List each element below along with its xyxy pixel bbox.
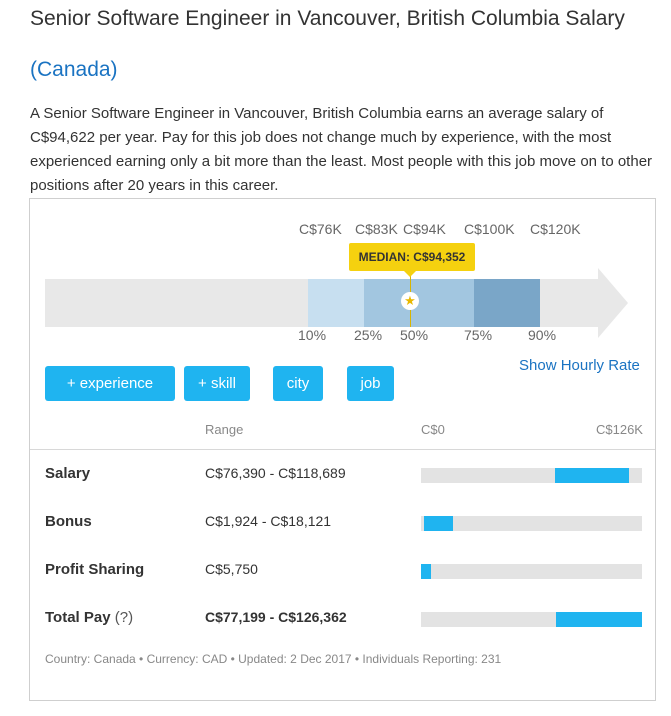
tick-top-label: C$120K [530,221,581,237]
profit-sharing-range: C$5,750 [205,561,258,577]
distribution-arrow-head [598,268,628,338]
range-header: Range [205,422,244,437]
salary-range-bar [421,468,642,483]
bonus-range-fill [424,516,453,531]
segment-25-75 [364,279,474,327]
total-pay-label-text: Total Pay [45,609,111,626]
percentile-label: 90% [528,327,557,343]
tick-top-label: C$83K [355,221,398,237]
pay-distribution: C$76K C$83K C$94K C$100K C$120K ★ MEDIAN… [30,199,655,449]
total-pay-help-link[interactable]: (?) [114,609,134,626]
page-title: Senior Software Engineer in Vancouver, B… [30,7,625,30]
report-footer: Country: Canada • Currency: CAD • Update… [45,652,502,666]
bonus-label: Bonus [45,513,92,530]
profit-sharing-range-fill [421,564,432,579]
city-button[interactable]: city [273,366,323,401]
percentile-label: 10% [298,327,327,343]
salary-description: A Senior Software Engineer in Vancouver,… [30,105,653,194]
percentile-label: 75% [464,327,493,343]
tick-top-label: C$76K [299,221,342,237]
salary-range-fill [554,468,630,483]
total-pay-range-bar [421,612,642,627]
total-pay-range-fill [556,612,642,627]
bonus-range: C$1,924 - C$18,121 [205,513,332,529]
total-pay-label: Total Pay (?) [45,609,133,626]
axis-min-label: C$0 [421,422,445,437]
median-tag: MEDIAN: C$94,352 [349,243,475,277]
segment-10-25 [308,279,364,327]
salary-label: Salary [45,465,91,482]
country-link[interactable]: (Canada) [30,58,118,81]
total-pay-range: C$77,199 - C$126,362 [205,609,347,625]
card-divider [30,449,655,450]
profit-sharing-range-bar [421,564,642,579]
tick-top-label: C$100K [464,221,515,237]
percentile-label: 50% [400,327,429,343]
segment-75-90 [474,279,540,327]
salary-card: C$76K C$83K C$94K C$100K C$120K ★ MEDIAN… [29,198,656,701]
percentile-label: 25% [354,327,383,343]
star-icon: ★ [401,292,419,310]
salary-range: C$76,390 - C$118,689 [205,465,346,481]
profit-sharing-label: Profit Sharing [45,561,145,578]
tick-top-label: C$94K [403,221,446,237]
add-skill-button[interactable]: + skill [184,366,250,401]
show-hourly-rate-link[interactable]: Show Hourly Rate [519,357,640,374]
job-button[interactable]: job [347,366,394,401]
add-experience-button[interactable]: + experience [45,366,175,401]
bonus-range-bar [421,516,642,531]
axis-max-label: C$126K [596,422,643,437]
